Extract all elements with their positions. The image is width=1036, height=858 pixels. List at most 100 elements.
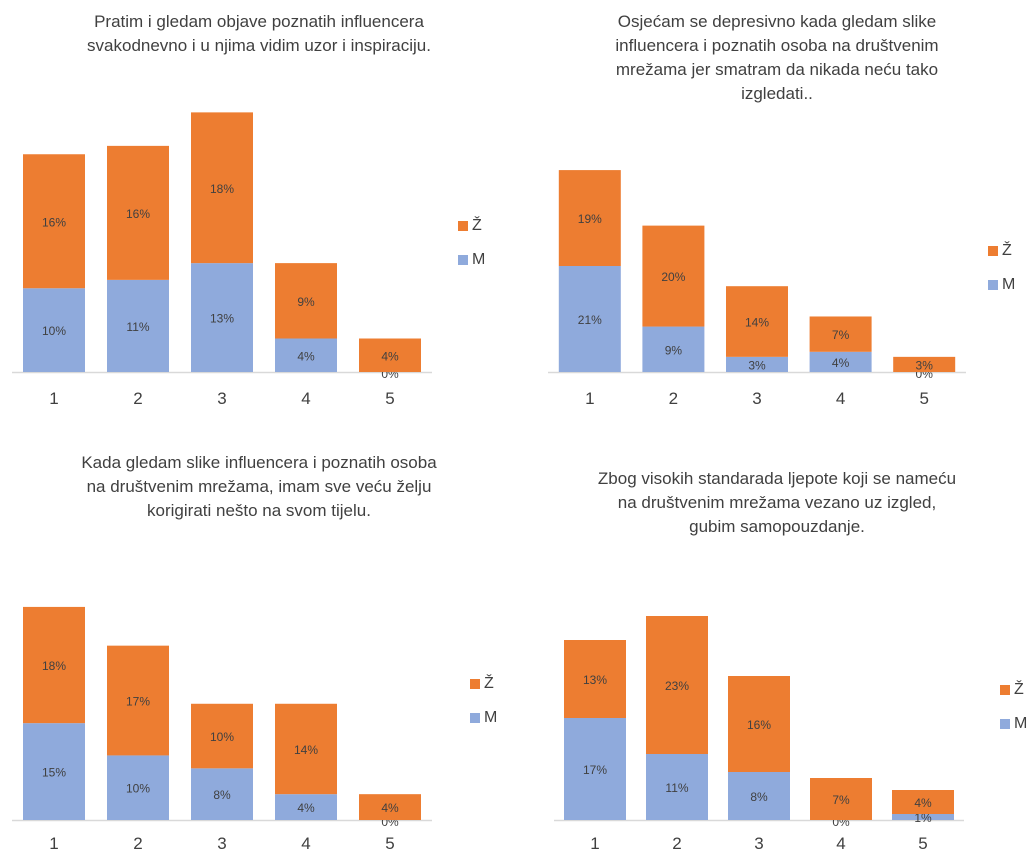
data-label-m-1: 17% [583,763,607,777]
data-label-m-2: 11% [665,781,688,795]
x-tick-label-3: 3 [217,389,226,408]
chart-legend: Ž M [458,209,485,277]
data-label-m-3: 13% [210,312,234,326]
legend-item-m: M [988,268,1015,302]
legend-swatch-m [458,255,468,265]
legend-label-m: M [1002,276,1016,293]
bar-m-4 [809,351,872,372]
legend-item-z: Ž [458,209,485,243]
bar-z-1 [23,606,85,724]
bar-m-2 [107,755,169,820]
legend-label-m: M [484,709,498,726]
data-label-m-4: 4% [297,349,315,363]
chart-legend: Ž M [470,667,497,735]
chart-panel-3: Kada gledam slike influencera i poznatih… [0,429,518,858]
bar-z-3 [726,286,788,357]
legend-swatch-z [1000,685,1010,695]
bar-m-1 [23,288,85,372]
chart-legend: Ž M [988,234,1015,302]
chart-title: Zbog visokih standarada ljepote koji se … [597,469,957,536]
bar-m-1 [23,723,85,820]
data-label-z-4: 7% [832,328,850,342]
x-tick-label-4: 4 [836,389,845,408]
x-tick-label-4: 4 [301,834,310,853]
bar-m-3 [191,263,253,372]
legend-label-z: Ž [484,675,494,692]
bar-z-1 [564,640,626,718]
legend-swatch-m [988,280,998,290]
legend-label-z: Ž [1014,681,1024,698]
bar-z-5 [892,790,954,814]
x-tick-label-3: 3 [217,834,226,853]
bar-z-1 [23,154,85,289]
x-tick-label-5: 5 [385,834,394,853]
x-tick-label-2: 2 [133,389,142,408]
legend-swatch-m [1000,719,1010,729]
legend-item-m: M [1000,707,1027,741]
data-label-m-4: 4% [297,801,315,815]
data-label-z-1: 13% [583,673,607,687]
bar-m-3 [191,768,253,820]
bar-m-3 [726,356,788,372]
data-label-z-1: 16% [42,215,66,229]
data-label-z-2: 20% [661,270,685,284]
bar-m-1 [564,718,626,820]
chart-legend: Ž M [1000,673,1027,741]
bar-z-2 [107,645,169,756]
bar-z-2 [107,145,169,280]
x-tick-label-3: 3 [752,389,761,408]
x-tick-label-5: 5 [385,389,394,408]
bar-z-5 [359,794,421,820]
data-label-z-2: 16% [126,207,150,221]
data-label-z-3: 14% [745,316,769,330]
x-tick-label-1: 1 [590,834,599,853]
bar-z-3 [728,676,790,772]
legend-swatch-m [470,713,480,723]
legend-item-z: Ž [1000,673,1027,707]
legend-item-m: M [470,701,497,735]
data-label-z-1: 19% [578,212,602,226]
data-label-m-5: 1% [914,811,932,825]
bar-z-5 [893,356,956,372]
chart-plot: 17%13%111%23%28%16%30%7%41%4%5 [554,616,964,853]
legend-item-z: Ž [470,667,497,701]
data-label-m-3: 3% [748,358,766,372]
bar-m-2 [642,326,705,372]
data-label-z-2: 17% [126,695,150,709]
x-tick-label-2: 2 [672,834,681,853]
bar-m-4 [275,794,337,820]
x-tick-label-4: 4 [836,834,845,853]
legend-label-z: Ž [1002,242,1012,259]
x-tick-label-2: 2 [669,389,678,408]
legend-item-z: Ž [988,234,1015,268]
data-label-m-2: 9% [665,343,683,357]
data-label-m-1: 15% [42,766,66,780]
bar-z-4 [810,778,872,820]
bar-m-2 [107,279,169,372]
x-tick-label-3: 3 [754,834,763,853]
x-tick-label-2: 2 [133,834,142,853]
bar-m-1 [558,266,621,372]
data-label-z-2: 23% [665,679,689,693]
bar-z-5 [359,338,421,372]
data-label-m-2: 10% [126,782,150,796]
legend-label-m: M [1014,715,1028,732]
bar-z-2 [642,225,705,327]
chart-plot: 15%18%110%17%28%10%34%14%40%4%5 [12,606,432,853]
x-tick-label-4: 4 [301,389,310,408]
data-label-m-1: 10% [42,324,66,338]
chart-title: Osjećam se depresivno kada gledam slike … [615,12,939,103]
x-tick-label-1: 1 [49,834,58,853]
bar-m-4 [275,338,337,372]
bar-z-2 [646,616,708,754]
chart-plot: 10%16%111%16%213%18%34%9%40%4%5 [12,112,432,408]
bar-z-4 [809,316,872,352]
chart-panel-2: Osjećam se depresivno kada gledam slike … [518,0,1036,429]
bar-z-4 [275,263,337,339]
data-label-m-3: 8% [750,790,768,804]
x-tick-label-1: 1 [49,389,58,408]
data-label-m-3: 8% [213,788,231,802]
bar-z-3 [191,112,253,264]
chart-plot: 21%19%19%20%23%14%34%7%40%3%5 [548,170,966,408]
data-label-z-5: 3% [916,358,934,372]
